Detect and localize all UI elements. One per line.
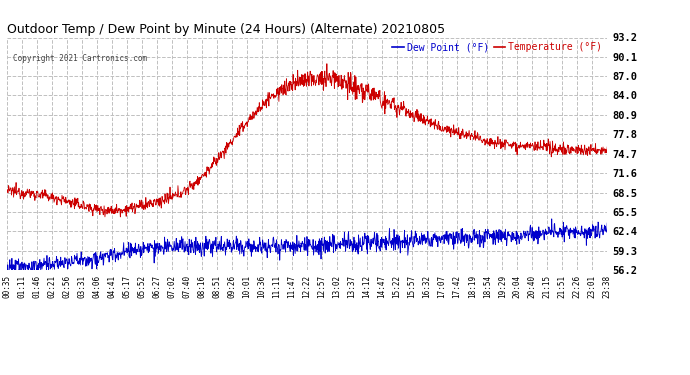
- Text: Copyright 2021 Cartronics.com: Copyright 2021 Cartronics.com: [13, 54, 147, 63]
- Text: Outdoor Temp / Dew Point by Minute (24 Hours) (Alternate) 20210805: Outdoor Temp / Dew Point by Minute (24 H…: [7, 23, 445, 36]
- Legend: Dew Point (°F), Temperature (°F): Dew Point (°F), Temperature (°F): [392, 42, 602, 52]
